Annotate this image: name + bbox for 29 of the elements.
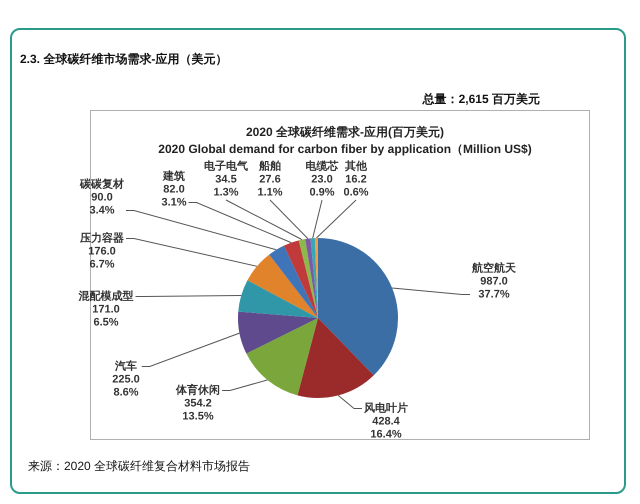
chart-subtitle: 2020 Global demand for carbon fiber by application（Million US$): [158, 142, 532, 156]
data-label: 82.0 3.1%: [161, 184, 187, 208]
slice-label: 风电叶片: [363, 402, 408, 414]
slice-label: 混配模成型: [78, 290, 134, 302]
slice-label: 电子电气: [204, 160, 248, 172]
slice-label: 电缆芯: [306, 160, 338, 172]
data-label: 27.6 1.1%: [257, 174, 283, 198]
chart-title: 2020 全球碳纤维需求-应用(百万美元): [246, 125, 444, 139]
slice-label: 体育休闲: [175, 384, 220, 396]
data-label: 90.0 3.4%: [89, 192, 115, 216]
data-label: 225.0 8.6%: [112, 374, 140, 398]
data-label: 171.0 6.5%: [92, 304, 120, 328]
text: 2.3. 全球碳纤维市场需求-应用（美元）: [20, 51, 228, 68]
data-label: 354.2 13.5%: [182, 398, 214, 422]
data-label: 428.4 16.4%: [370, 416, 402, 440]
data-label: 23.0 0.9%: [309, 174, 335, 198]
slice-label: 船舶: [258, 160, 281, 172]
data-label: 987.0 37.7%: [478, 276, 510, 300]
slice-label: 汽车: [114, 360, 137, 372]
slice-label: 航空航天: [471, 262, 517, 274]
source-note: 来源：2020 全球碳纤维复合材料市场报告: [28, 458, 250, 475]
slice-label: 其他: [344, 160, 368, 172]
slice-label: 建筑: [162, 170, 185, 182]
slice-label: 压力容器: [79, 232, 124, 244]
slice-label: 碳碳复材: [79, 178, 124, 190]
data-label: 176.0 6.7%: [88, 246, 116, 270]
data-label: 34.5 1.3%: [213, 174, 239, 198]
text: 总量：2,615 百万美元: [422, 91, 540, 108]
data-label: 16.2 0.6%: [343, 174, 369, 198]
